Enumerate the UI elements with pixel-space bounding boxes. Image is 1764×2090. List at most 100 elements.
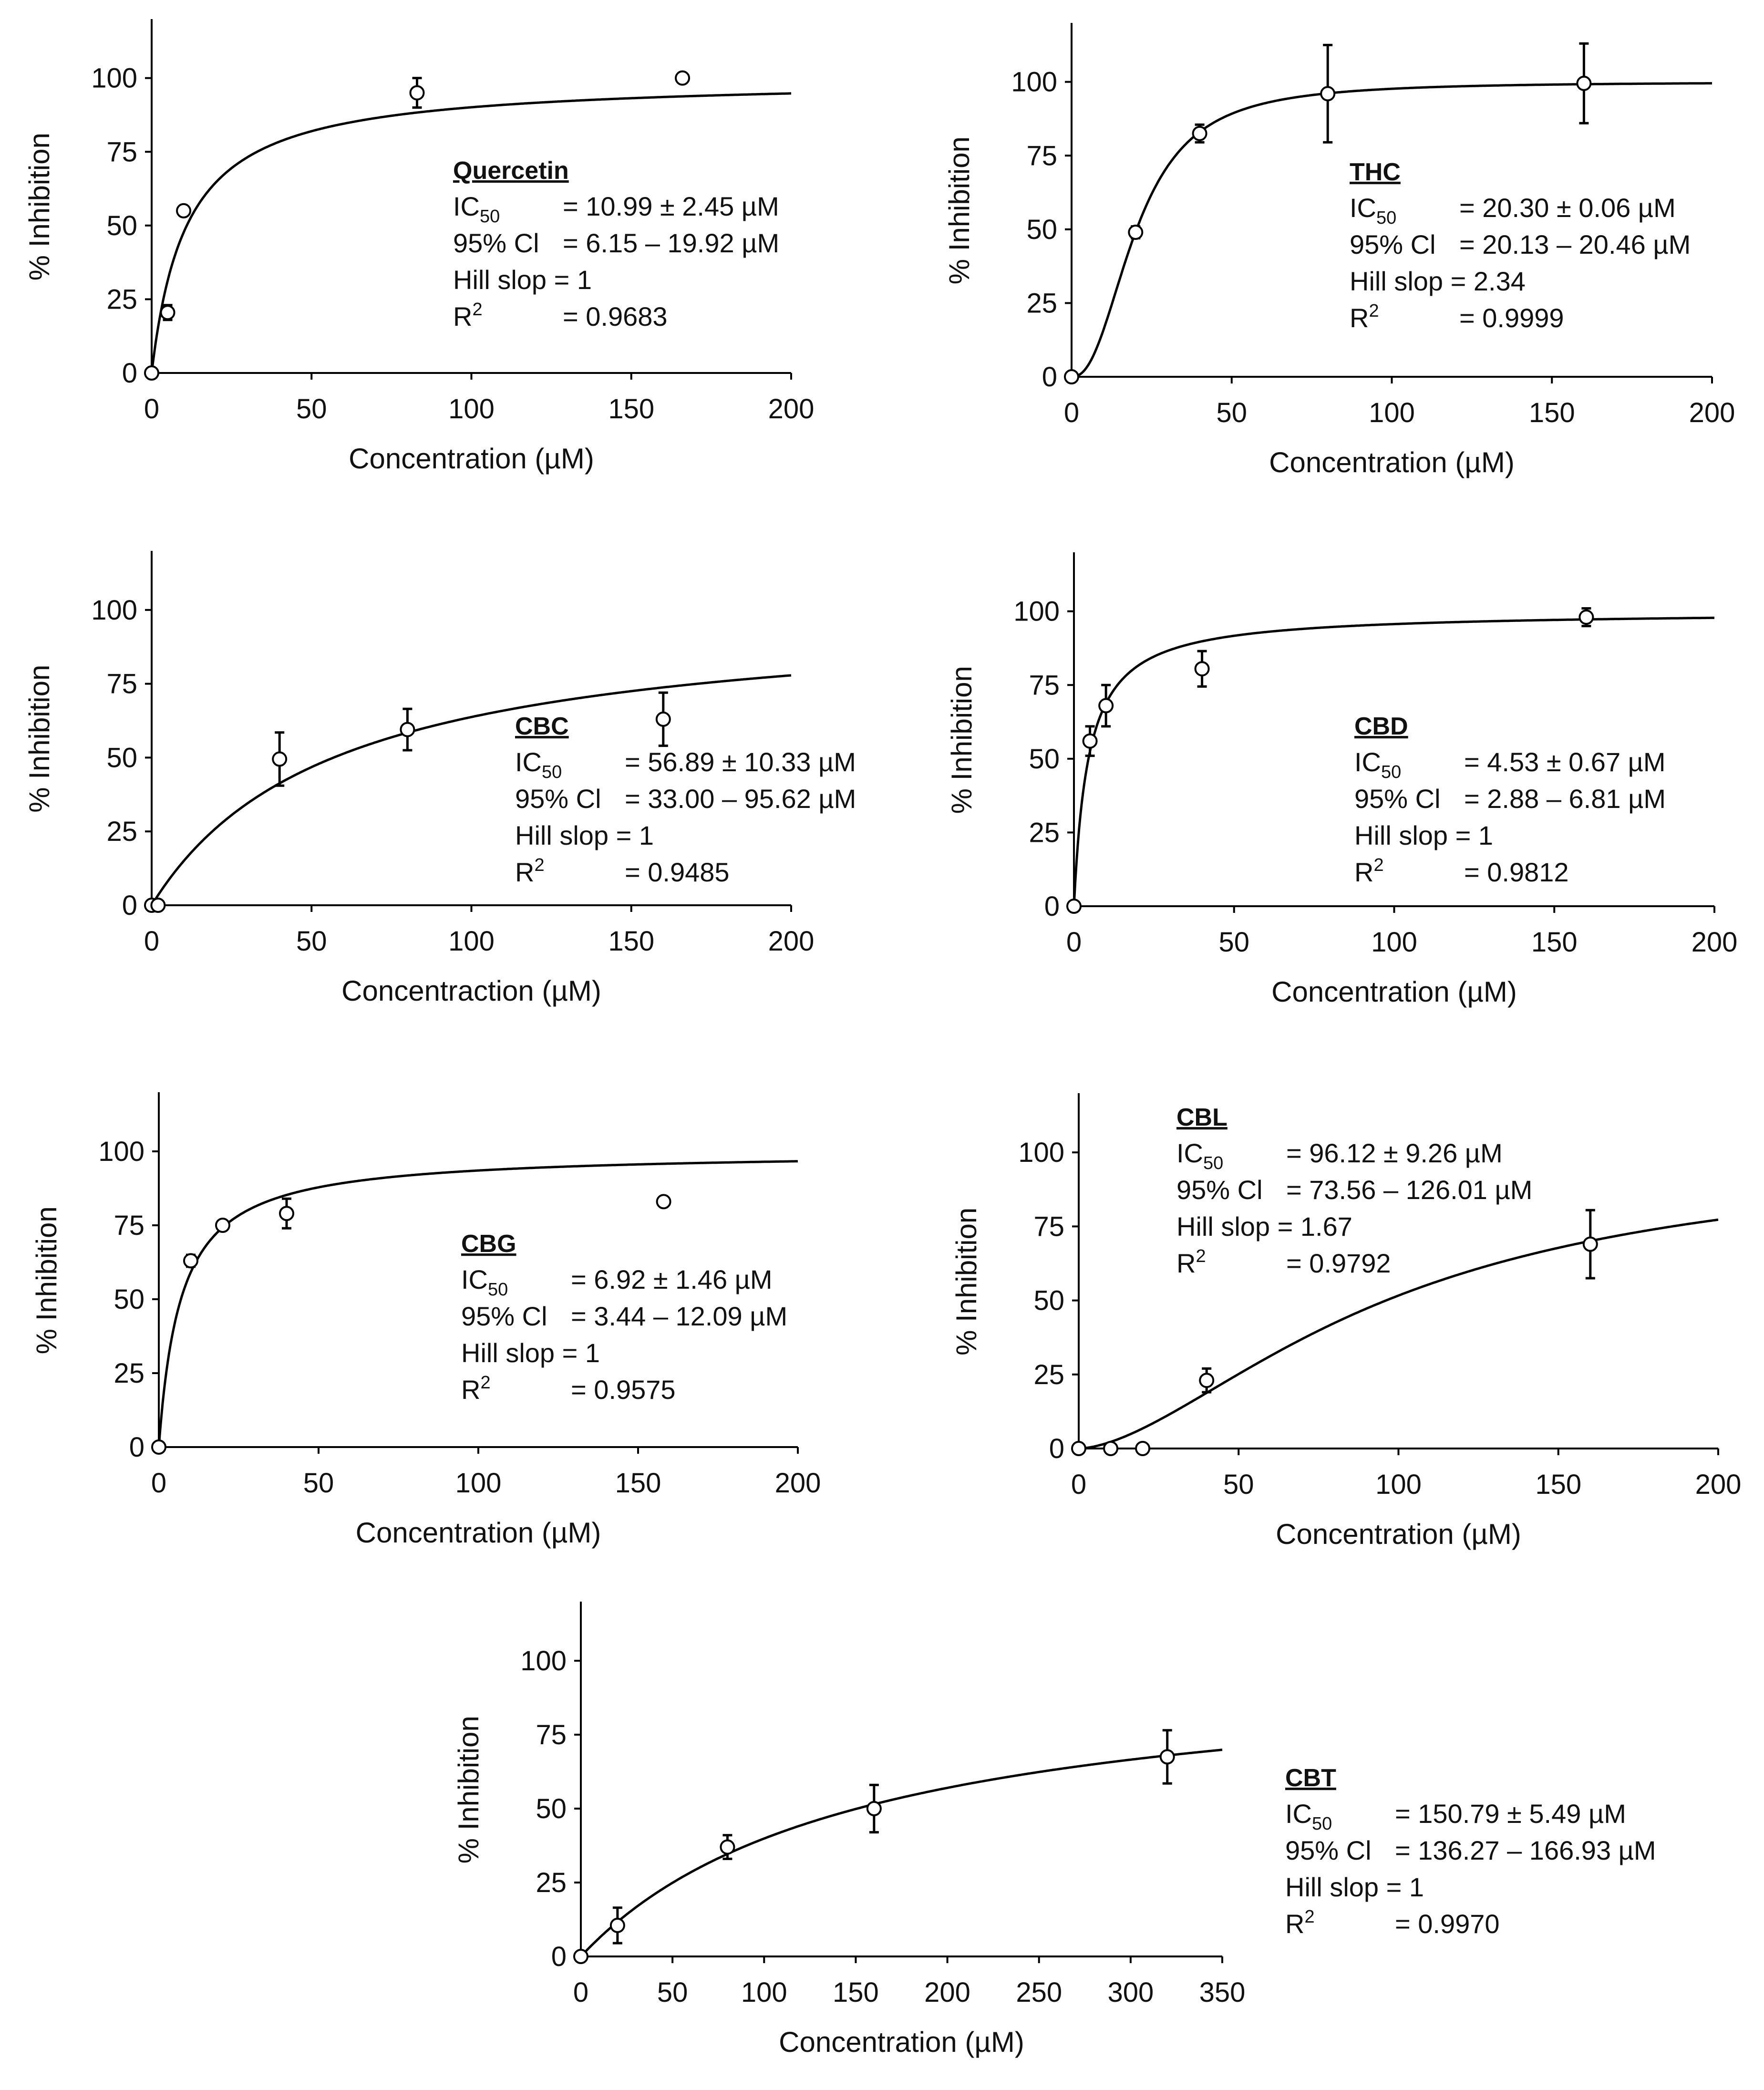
x-axis-title: Concentration (µM) (349, 443, 594, 475)
fit-curve (580, 1749, 1223, 1957)
r2-label-text: R (1354, 857, 1373, 887)
x-tick-label: 200 (924, 1977, 970, 2008)
r2-label: R2 (1350, 301, 1379, 333)
r2-value: = 0.9575 (571, 1375, 676, 1405)
compound-name: Quercetin (453, 157, 569, 185)
x-axis-title: Concentration (µM) (1271, 976, 1517, 1008)
data-point (866, 1801, 882, 1816)
ic50-value: = 20.30 ± 0.06 µM (1459, 193, 1676, 223)
r2-label: R2 (515, 855, 545, 887)
y-tick-label: 25 (1026, 288, 1057, 319)
x-tick-label: 100 (1375, 1469, 1422, 1500)
hill-slope: Hill slop = 1 (453, 265, 592, 295)
ci-label: 95% Cl (1176, 1175, 1263, 1205)
y-axis-title: % Inhibition (23, 133, 55, 280)
x-tick-label: 50 (296, 926, 327, 957)
x-tick-label: 100 (448, 393, 495, 424)
ic50-subscript: 50 (480, 207, 500, 227)
x-axis-title: Concentration (µM) (1269, 446, 1515, 478)
ic50-subscript: 50 (542, 762, 562, 782)
x-tick-label: 50 (303, 1468, 334, 1499)
x-tick-label: 100 (741, 1977, 787, 2008)
y-axis-title: % Inhibition (943, 136, 975, 284)
data-point (144, 365, 159, 381)
x-axis-title: Concentration (µM) (1276, 1518, 1521, 1550)
ic50-value: = 150.79 ± 5.49 µM (1395, 1799, 1626, 1829)
r2-value: = 0.9970 (1395, 1909, 1500, 1939)
y-tick-label: 25 (113, 1358, 144, 1389)
y-tick-label: 75 (106, 136, 137, 167)
data-point (160, 305, 175, 321)
y-tick-label: 0 (551, 1941, 567, 1972)
hill-slope: Hill slop = 1 (1285, 1872, 1424, 1902)
x-tick-label: 150 (833, 1977, 879, 2008)
hill-slope: Hill slop = 2.34 (1350, 266, 1526, 296)
y-axis-title: % Inhibition (23, 665, 55, 813)
data-point (1066, 899, 1082, 914)
y-tick-label: 75 (1026, 140, 1057, 171)
ci-value: = 136.27 – 166.93 µM (1395, 1835, 1656, 1865)
ic50-subscript: 50 (1376, 208, 1396, 228)
x-tick-label: 150 (1529, 397, 1575, 428)
ci-value: = 6.15 – 19.92 µM (563, 228, 779, 258)
x-tick-label: 100 (455, 1468, 502, 1499)
x-tick-label: 250 (1016, 1977, 1062, 2008)
x-tick-label: 150 (1531, 927, 1578, 958)
ic50-value: = 4.53 ± 0.67 µM (1464, 747, 1666, 777)
fit-curve (1073, 616, 1714, 907)
y-tick-label: 100 (98, 1136, 144, 1167)
x-tick-label: 100 (1369, 397, 1415, 428)
ic50-label: IC50 (1350, 193, 1396, 228)
y-tick-label: 100 (91, 63, 137, 94)
ic50-label: IC50 (461, 1264, 508, 1300)
compound-name: THC (1350, 158, 1401, 186)
ci-label: 95% Cl (1350, 229, 1436, 259)
x-tick-label: 50 (657, 1977, 688, 2008)
data-point (150, 898, 166, 913)
data-point (1103, 1441, 1119, 1456)
x-tick-label: 50 (296, 393, 327, 424)
y-tick-label: 75 (1029, 670, 1060, 701)
y-tick-label: 75 (106, 669, 137, 700)
data-point (655, 711, 671, 727)
y-tick-label: 25 (1029, 817, 1060, 848)
y-tick-label: 0 (1042, 362, 1057, 393)
chart-panel-cbd: 0 25 50 75 100 0 50 100 150 200 Concentration (µM)… (946, 552, 1737, 1008)
x-tick-label: 350 (1199, 1977, 1246, 2008)
ic50-label-text: IC (515, 747, 542, 777)
ci-value: = 33.00 – 95.62 µM (625, 784, 856, 814)
ic50-label-text: IC (1354, 747, 1381, 777)
y-tick-label: 25 (106, 816, 137, 847)
compound-name: CBT (1285, 1764, 1336, 1792)
y-tick-label: 0 (129, 1432, 144, 1463)
r2-label-text: R (1176, 1248, 1196, 1278)
x-tick-label: 200 (775, 1468, 821, 1499)
compound-name: CBG (461, 1230, 516, 1258)
ic50-label-text: IC (453, 191, 480, 221)
x-tick-label: 150 (1535, 1469, 1581, 1500)
x-tick-label: 200 (1695, 1469, 1742, 1500)
r2-superscript: 2 (480, 1373, 490, 1393)
x-tick-label: 0 (1064, 397, 1079, 428)
hill-slope: Hill slop = 1 (461, 1338, 600, 1368)
y-tick-label: 100 (91, 595, 137, 626)
y-tick-label: 25 (536, 1867, 567, 1898)
ic50-value: = 56.89 ± 10.33 µM (625, 747, 856, 777)
hill-slope: Hill slop = 1 (515, 820, 654, 850)
data-point (1159, 1749, 1175, 1765)
data-point (1192, 125, 1207, 141)
r2-value: = 0.9683 (563, 301, 668, 331)
y-tick-label: 50 (1033, 1285, 1064, 1316)
ci-label: 95% Cl (515, 784, 601, 814)
y-tick-label: 50 (106, 210, 137, 241)
data-point (1582, 1236, 1598, 1252)
x-tick-label: 0 (144, 393, 159, 424)
ci-value: = 20.13 – 20.46 µM (1459, 229, 1691, 259)
y-tick-label: 100 (1013, 596, 1060, 627)
y-tick-label: 50 (1026, 214, 1057, 245)
data-point (1064, 369, 1079, 384)
data-point (1576, 75, 1592, 91)
ic50-value: = 10.99 ± 2.45 µM (563, 191, 779, 221)
r2-label-text: R (461, 1375, 480, 1405)
